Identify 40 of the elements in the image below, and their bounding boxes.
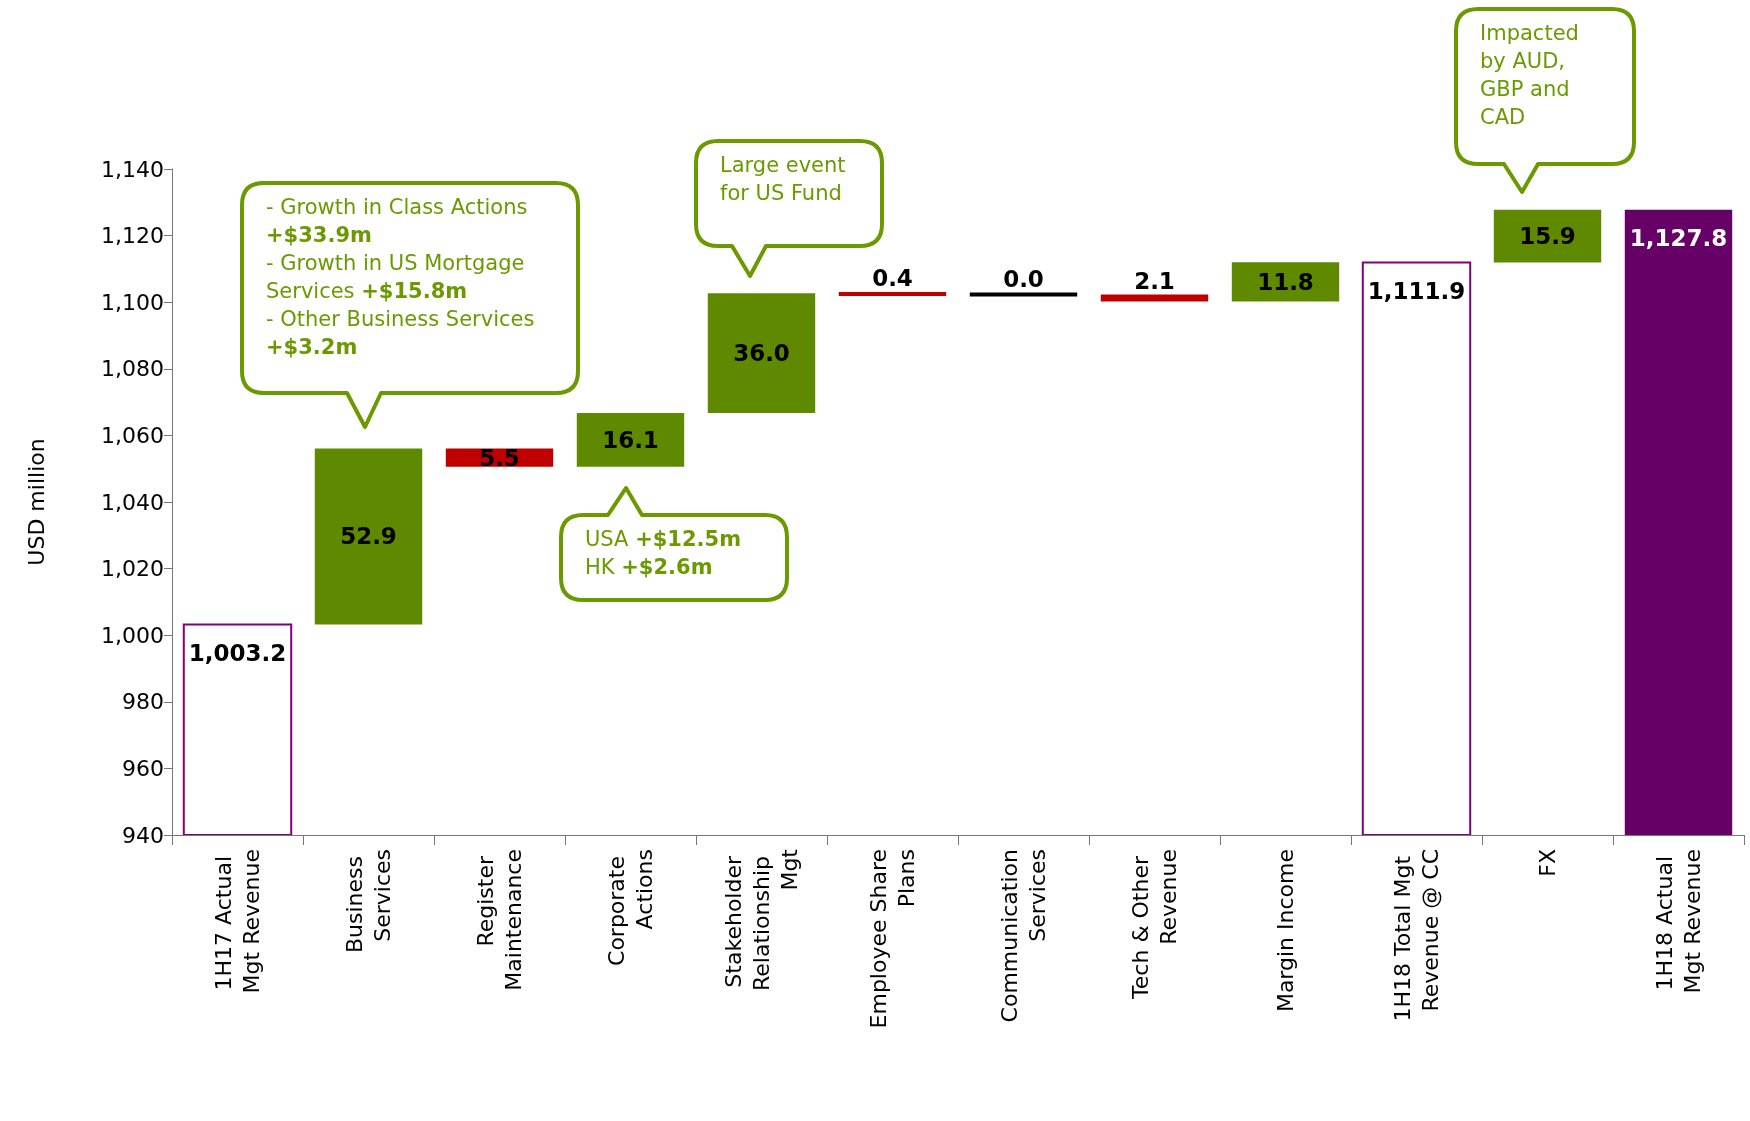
data-label: 16.1 <box>602 426 659 453</box>
x-tick-label: Corporate Actions <box>604 849 657 966</box>
x-tick-label: 1H18 Total Mgt Revenue @ CC <box>1390 849 1443 1022</box>
x-tick-label: Register Maintenance <box>473 849 526 991</box>
data-label: 2.1 <box>1134 267 1175 294</box>
y-tick-label: 1,020 <box>101 556 164 582</box>
y-tick-label: 960 <box>122 755 164 781</box>
text: Impacted by AUD, GBP and CAD <box>1480 20 1579 131</box>
x-tick-label: Employee Share Plans <box>866 849 919 1029</box>
data-label: 36.0 <box>733 340 790 367</box>
y-tick-label: 980 <box>122 689 164 715</box>
data-label: 0.0 <box>1003 265 1044 292</box>
data-label: 52.9 <box>340 523 397 550</box>
y-tick-label: 940 <box>122 822 164 848</box>
data-label: 1,003.2 <box>188 639 287 666</box>
y-tick-label: 1,000 <box>101 622 164 648</box>
x-tick-label: Stakeholder Relationship Mgt <box>721 848 802 992</box>
x-tick-label: Business Services <box>342 849 395 954</box>
x-tick-label: 1H17 Actual Mgt Revenue <box>211 849 264 994</box>
x-tick-label: Margin Income <box>1273 849 1298 1013</box>
x-tick-label: 1H18 Actual Mgt Revenue <box>1652 849 1705 994</box>
data-label: 11.8 <box>1257 268 1314 295</box>
y-tick-label: 1,060 <box>101 422 164 448</box>
annotation: - Growth in Class Actions +$33.9m - Growth in US Mortgage Services +$15.8m - Other Business Services +$3.2m <box>266 194 535 361</box>
data-label: 1,127.8 <box>1629 224 1728 251</box>
data-label: 0.4 <box>872 264 913 291</box>
data-label: 5.5 <box>479 444 520 471</box>
y-axis-title: USD million <box>23 438 49 566</box>
x-tick-label: FX <box>1535 849 1560 877</box>
x-tick-label: Communication Services <box>997 849 1050 1023</box>
x-tick-label: Tech & Other Revenue <box>1128 849 1181 1000</box>
y-tick-label: 1,140 <box>101 156 164 182</box>
y-tick-label: 1,120 <box>101 223 164 249</box>
annotation: Large event for US Fund <box>720 152 846 207</box>
data-label: 15.9 <box>1519 223 1576 250</box>
y-tick-label: 1,040 <box>101 489 164 515</box>
annotation: USA +$12.5m HK +$2.6m <box>585 526 742 581</box>
data-label: 1,111.9 <box>1367 277 1466 304</box>
y-tick-label: 1,100 <box>101 289 164 315</box>
y-tick-label: 1,080 <box>101 356 164 382</box>
